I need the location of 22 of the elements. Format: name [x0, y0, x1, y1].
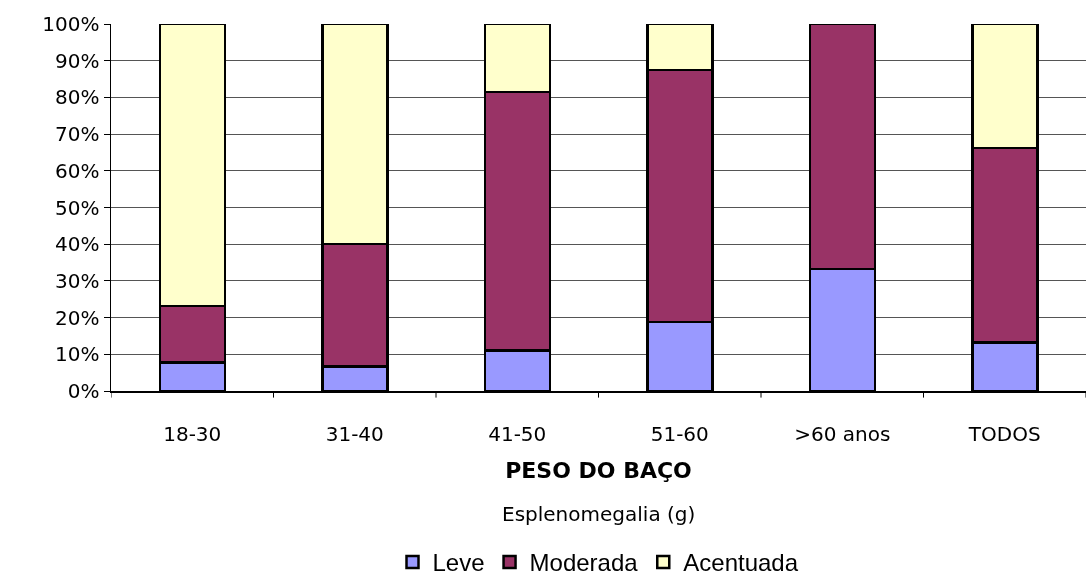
y-tick-label: 80% — [55, 85, 100, 110]
y-tick-label: 0% — [67, 379, 100, 403]
x-tick-label: >60 anos — [794, 421, 891, 446]
x-axis-title: PESO DO BAÇO — [505, 458, 692, 484]
y-tick-label: 40% — [55, 232, 100, 257]
text: Esplenomegalia (g) — [502, 502, 696, 526]
y-tick-label: 50% — [55, 195, 100, 220]
x-tick-label: 31-40 — [325, 421, 384, 446]
y-tick-label: 70% — [55, 122, 100, 147]
x-tick-label: 51-60 — [650, 421, 709, 446]
x-tick-label: 18-30 — [163, 421, 222, 446]
x-tick-label: TODOS — [967, 421, 1041, 446]
legend-label: Acentuada — [683, 549, 799, 577]
x-tick-label: 41-50 — [488, 421, 547, 446]
y-tick-label: 60% — [55, 158, 100, 183]
y-tick-label: 90% — [55, 48, 100, 73]
y-tick-label: 10% — [55, 342, 100, 367]
legend-label: Leve — [432, 549, 485, 577]
legend-label: Moderada — [529, 549, 639, 577]
y-tick-label: 100% — [42, 12, 100, 36]
y-tick-label: 20% — [55, 305, 100, 330]
y-tick-label: 30% — [55, 268, 100, 293]
